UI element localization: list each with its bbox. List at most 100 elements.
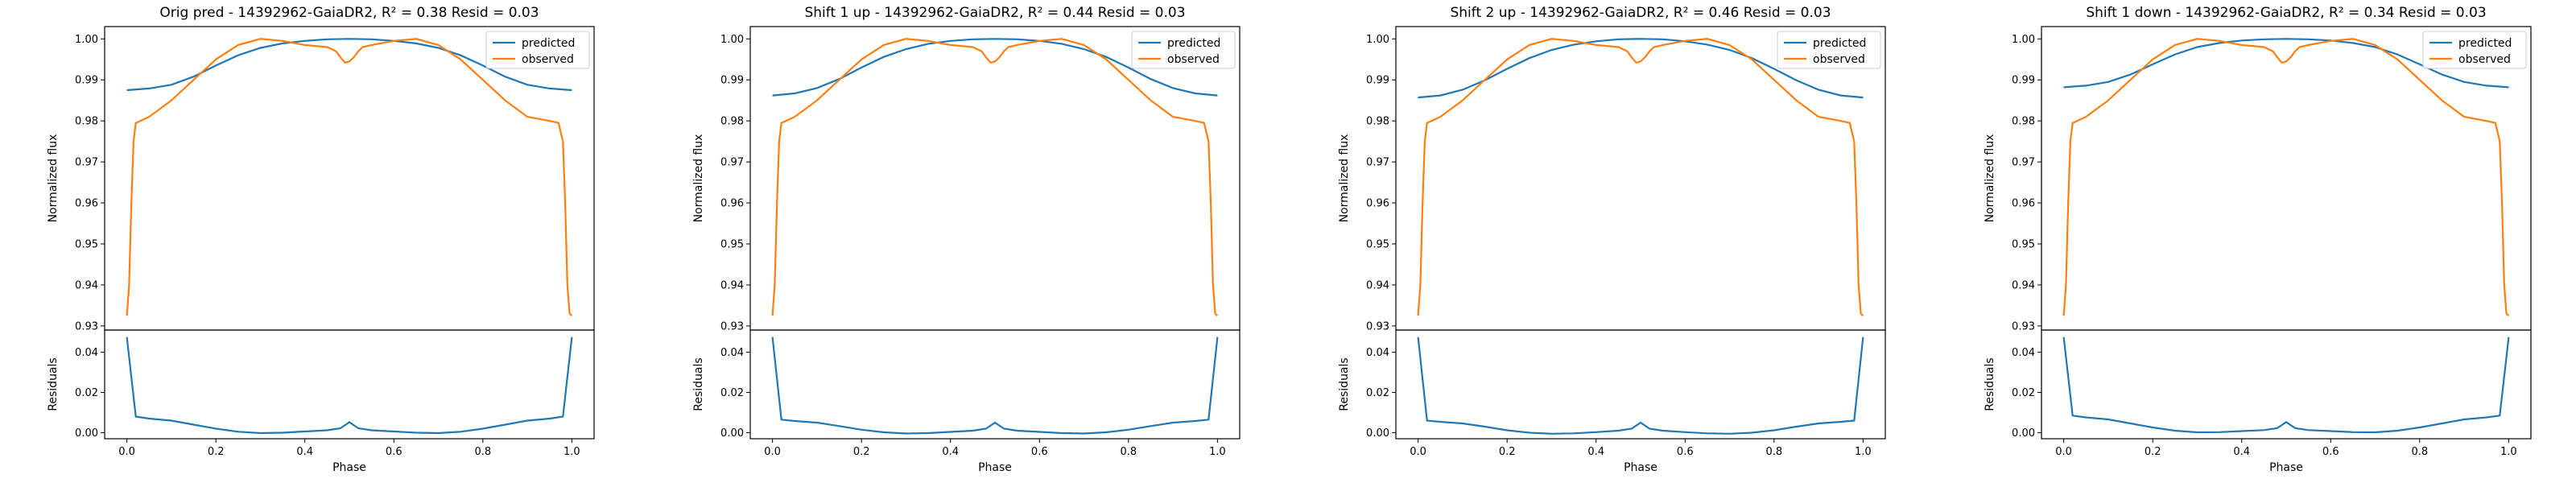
residual-y-tick-label: 0.02 [75,387,98,399]
x-tick-label: 0.4 [1587,446,1604,458]
x-tick-label: 0.4 [942,446,959,458]
chart-panel-2: Shift 1 up - 14392962-GaiaDR2, R² = 0.44… [692,5,1241,474]
y-tick-label: 1.00 [720,34,744,46]
x-tick-label: 0.0 [764,446,781,458]
y-tick-label: 0.95 [2012,239,2035,251]
y-tick-label: 0.97 [75,157,98,169]
legend-entry: predicted [522,37,575,50]
legend-entry: observed [522,53,574,66]
residual-y-tick-label: 0.00 [720,427,744,440]
x-axis-label: Phase [2269,461,2303,474]
y-tick-label: 0.98 [75,116,98,128]
observed-line [2062,38,2510,317]
y-axis-label: Normalized flux [47,134,60,223]
x-tick-label: 0.2 [853,446,870,458]
residual-y-tick-label: 0.02 [1366,387,1389,399]
x-tick-label: 0.4 [2233,446,2250,458]
flux-axes-frame [749,26,1241,331]
y-tick-label: 1.00 [1366,34,1389,46]
legend-entry: predicted [2458,37,2512,50]
flux-axes-frame [2041,26,2532,331]
y-tick-label: 0.98 [720,116,744,128]
x-tick-label: 0.6 [386,446,402,458]
residuals-line [1417,336,1864,435]
y-tick-label: 1.00 [2012,34,2035,46]
y-tick-label: 0.97 [720,157,744,169]
y-tick-label: 1.00 [75,34,98,46]
residuals-axis-label: Residuals [47,357,60,411]
x-axis-label: Phase [1624,461,1657,474]
y-tick-label: 0.94 [1366,279,1389,291]
y-tick-label: 0.96 [1366,198,1389,210]
residual-y-tick-label: 0.04 [1366,347,1389,359]
residuals-line [2062,336,2510,434]
legend-entry: predicted [1813,37,1866,50]
y-tick-label: 0.96 [2012,198,2035,210]
residual-y-tick-label: 0.02 [2012,387,2035,399]
y-axis-label: Normalized flux [1984,134,1996,223]
y-tick-label: 0.98 [2012,116,2035,128]
y-tick-label: 0.95 [1366,239,1389,251]
residuals-axes-frame [104,329,595,440]
x-tick-label: 1.0 [1209,446,1226,458]
legend-entry: observed [2458,53,2511,66]
chart-panel-4: Shift 1 down - 14392962-GaiaDR2, R² = 0.… [1984,5,2532,474]
x-axis-label: Phase [978,461,1012,474]
predicted-line [772,38,1218,97]
y-tick-label: 0.95 [75,239,98,251]
residual-y-tick-label: 0.00 [1366,427,1389,440]
x-tick-label: 0.8 [474,446,491,458]
chart-title: Orig pred - 14392962-GaiaDR2, R² = 0.38 … [159,5,539,21]
x-axis-label: Phase [332,461,366,474]
chart-title: Shift 2 up - 14392962-GaiaDR2, R² = 0.46… [1450,5,1831,21]
residuals-line [126,336,573,435]
y-tick-label: 0.96 [720,198,744,210]
x-tick-label: 0.4 [296,446,313,458]
chart-panel-1: Orig pred - 14392962-GaiaDR2, R² = 0.38 … [47,5,595,474]
flux-axes-frame [1395,26,1886,331]
chart-title: Shift 1 up - 14392962-GaiaDR2, R² = 0.44… [804,5,1185,21]
chart-title: Shift 1 down - 14392962-GaiaDR2, R² = 0.… [2086,5,2486,21]
y-tick-label: 0.93 [1366,320,1389,332]
y-tick-label: 0.93 [720,320,744,332]
x-tick-label: 0.2 [1499,446,1516,458]
residuals-axis-label: Residuals [692,357,705,411]
x-tick-label: 0.8 [1765,446,1782,458]
y-tick-label: 0.93 [2012,320,2035,332]
residuals-axes-frame [2041,329,2532,440]
x-tick-label: 0.8 [1120,446,1137,458]
x-tick-label: 0.2 [208,446,225,458]
residual-y-tick-label: 0.02 [720,387,744,399]
x-tick-label: 1.0 [564,446,580,458]
residuals-line [771,336,1219,435]
y-axis-label: Normalized flux [1338,134,1351,223]
legend: predicted observed [2422,31,2527,69]
residual-y-tick-label: 0.04 [75,347,98,359]
x-tick-label: 1.0 [2500,446,2517,458]
legend-entry: observed [1813,53,1865,66]
y-tick-label: 0.99 [720,75,744,87]
y-tick-label: 0.98 [1366,116,1389,128]
residuals-axis-label: Residuals [1338,357,1351,411]
y-tick-label: 0.95 [720,239,744,251]
residual-y-tick-label: 0.04 [2012,347,2035,359]
y-tick-label: 0.94 [2012,279,2035,291]
observed-line [126,38,573,317]
y-tick-label: 0.99 [1366,75,1389,87]
residuals-axes-frame [1395,329,1886,440]
x-tick-label: 0.6 [1031,446,1048,458]
legend-entry: observed [1167,53,1220,66]
legend: predicted observed [1131,31,1236,69]
predicted-line [1418,38,1864,99]
y-axis-label: Normalized flux [692,134,705,223]
legend-entry: predicted [1167,37,1220,50]
legend: predicted observed [485,31,590,69]
residuals-axis-label: Residuals [1984,357,1996,411]
x-tick-label: 0.2 [2145,446,2161,458]
x-tick-label: 0.6 [1677,446,1694,458]
predicted-line [2063,38,2509,89]
observed-line [1417,38,1864,317]
y-tick-label: 0.99 [2012,75,2035,87]
observed-line [771,38,1219,317]
